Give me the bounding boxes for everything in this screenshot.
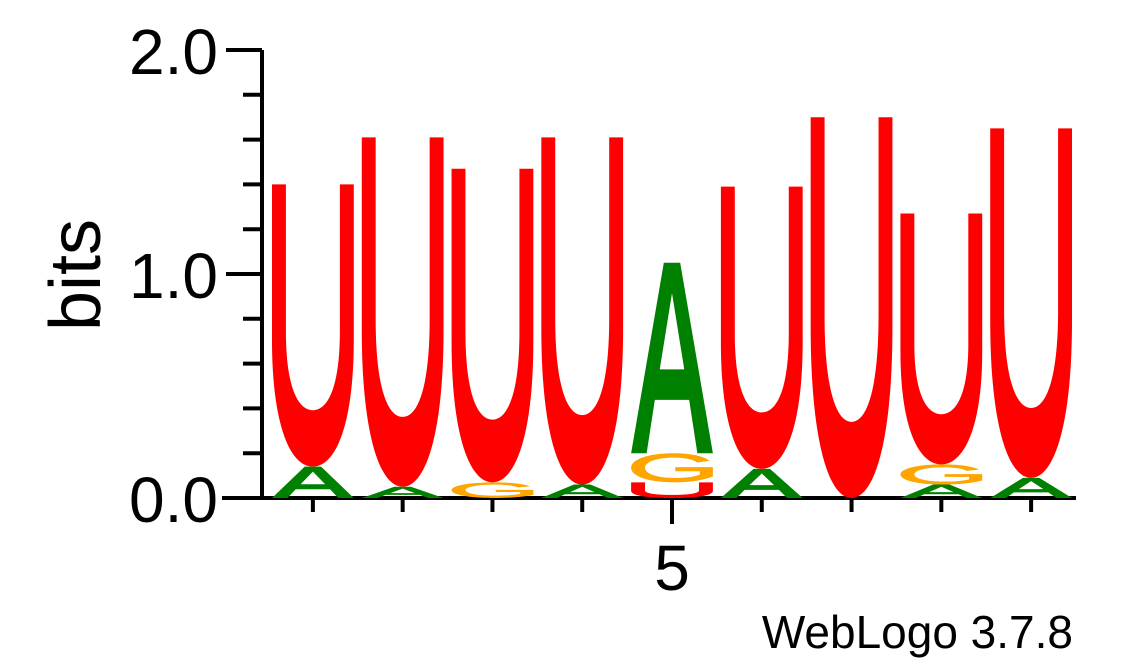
stack-position-4	[541, 137, 624, 498]
logo-stacks	[272, 117, 1072, 498]
letter-u-glyph	[361, 137, 444, 487]
axes: 0.0 1.0 2.0 5	[129, 16, 1076, 604]
letter-u-glyph	[451, 168, 534, 483]
letter-u-glyph	[631, 482, 713, 498]
stack-position-8	[900, 213, 983, 498]
letter-a-glyph	[900, 484, 983, 498]
letter-a-glyph	[720, 468, 803, 498]
letter-a-glyph	[990, 477, 1072, 498]
letter-u-glyph	[272, 184, 354, 467]
y-tick-label: 0.0	[129, 464, 218, 536]
y-tick-label: 2.0	[129, 16, 218, 88]
y-axis-label: bits	[36, 219, 116, 331]
letter-u-glyph	[541, 137, 624, 485]
stack-position-6	[720, 186, 803, 498]
letter-u-glyph	[720, 186, 803, 469]
stack-position-3	[451, 168, 534, 498]
stack-position-2	[361, 137, 444, 498]
stack-position-9	[990, 128, 1072, 498]
letter-u-glyph	[900, 213, 983, 465]
stack-position-7	[810, 117, 893, 498]
letter-g-glyph	[451, 482, 534, 498]
stack-position-1	[272, 184, 354, 498]
letter-a-glyph	[272, 466, 354, 498]
letter-a-glyph	[631, 262, 713, 454]
stack-position-5	[631, 262, 713, 498]
y-tick-label: 1.0	[129, 240, 218, 312]
letter-a-glyph	[361, 486, 444, 498]
letter-a-glyph	[541, 484, 624, 498]
weblogo-credit: WebLogo 3.7.8	[762, 606, 1073, 658]
letter-g-glyph	[631, 453, 713, 483]
letter-u-glyph	[810, 117, 893, 498]
letter-u-glyph	[990, 128, 1072, 478]
x-tick-label: 5	[654, 532, 690, 604]
letter-g-glyph	[900, 464, 983, 485]
